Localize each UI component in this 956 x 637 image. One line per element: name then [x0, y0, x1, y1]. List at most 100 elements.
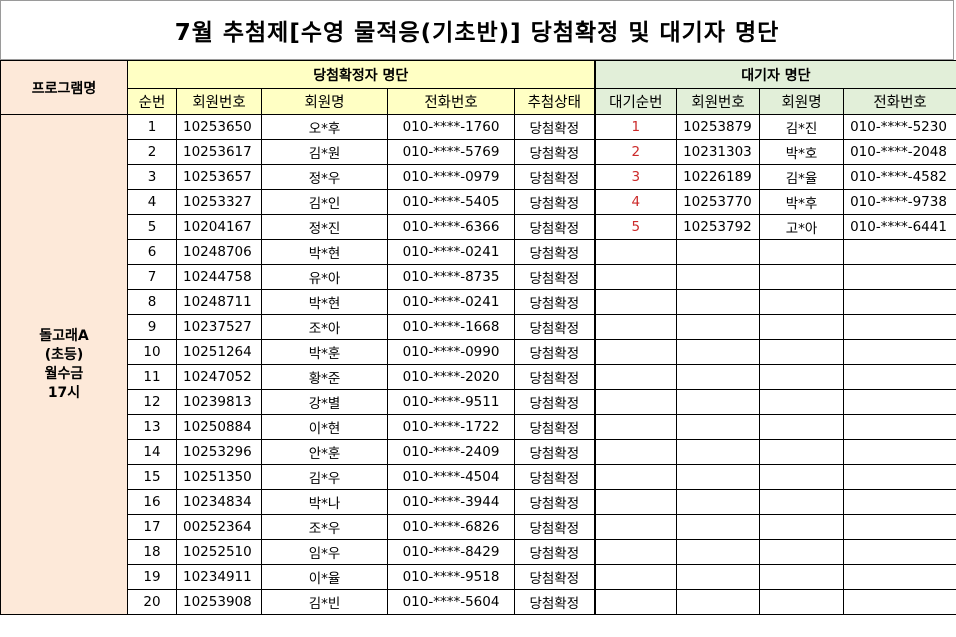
winner-no-cell[interactable]: 20 — [127, 589, 177, 615]
winner-status-cell[interactable]: 당첨확정 — [513, 564, 596, 590]
sheet-title[interactable]: 7월 추첨제[수영 물적응(기초반)] 당첨확정 및 대기자 명단 — [0, 0, 954, 60]
wait-name-cell[interactable] — [759, 264, 845, 290]
winner-name-cell[interactable]: 이*율 — [261, 564, 388, 590]
winner-name-cell[interactable]: 정*진 — [261, 214, 388, 240]
winner-member-id-cell[interactable]: 10239813 — [176, 389, 262, 415]
winner-member-id-cell[interactable]: 10248706 — [176, 239, 262, 265]
winner-phone-cell[interactable]: 010-****-1722 — [387, 414, 515, 440]
wait-name-cell[interactable]: 김*율 — [759, 164, 845, 190]
winner-no-cell[interactable]: 16 — [127, 489, 177, 515]
wait-member-id-cell[interactable] — [676, 289, 761, 315]
winner-member-id-cell[interactable]: 10253657 — [176, 164, 262, 190]
winner-no-cell[interactable]: 19 — [127, 564, 177, 590]
winner-no-cell[interactable]: 8 — [127, 289, 177, 315]
wait-name-cell[interactable]: 박*호 — [759, 139, 845, 165]
winner-no-cell[interactable]: 4 — [127, 189, 177, 215]
wait-no-cell[interactable]: 5 — [593, 214, 678, 240]
winner-name-cell[interactable]: 박*나 — [261, 489, 388, 515]
wait-no-cell[interactable]: 1 — [593, 114, 678, 140]
winner-name-cell[interactable]: 조*아 — [261, 314, 388, 340]
header-col-wait-phone[interactable]: 전화번호 — [843, 88, 956, 115]
winner-status-cell[interactable]: 당첨확정 — [513, 589, 596, 615]
winner-member-id-cell[interactable]: 10248711 — [176, 289, 262, 315]
wait-member-id-cell[interactable]: 10231303 — [676, 139, 761, 165]
winner-status-cell[interactable]: 당첨확정 — [513, 139, 596, 165]
winner-name-cell[interactable]: 안*훈 — [261, 439, 388, 465]
winner-phone-cell[interactable]: 010-****-8735 — [387, 264, 515, 290]
winner-member-id-cell[interactable]: 10251350 — [176, 464, 262, 490]
header-col-wait-member-id[interactable]: 회원번호 — [676, 88, 761, 115]
winner-status-cell[interactable]: 당첨확정 — [513, 114, 596, 140]
header-col-wait-name[interactable]: 회원명 — [759, 88, 845, 115]
wait-name-cell[interactable] — [759, 489, 845, 515]
wait-name-cell[interactable] — [759, 339, 845, 365]
wait-name-cell[interactable] — [759, 564, 845, 590]
wait-name-cell[interactable]: 박*후 — [759, 189, 845, 215]
wait-member-id-cell[interactable] — [676, 339, 761, 365]
winner-member-id-cell[interactable]: 10204167 — [176, 214, 262, 240]
winner-phone-cell[interactable]: 010-****-8429 — [387, 539, 515, 565]
winner-phone-cell[interactable]: 010-****-1760 — [387, 114, 515, 140]
wait-name-cell[interactable]: 김*진 — [759, 114, 845, 140]
winner-phone-cell[interactable]: 010-****-0241 — [387, 239, 515, 265]
header-winners-group[interactable]: 당첨확정자 명단 — [126, 60, 596, 89]
header-col-winner-no[interactable]: 순번 — [127, 88, 177, 115]
wait-name-cell[interactable]: 고*아 — [759, 214, 845, 240]
winner-status-cell[interactable]: 당첨확정 — [513, 164, 596, 190]
wait-phone-cell[interactable] — [843, 314, 956, 340]
wait-phone-cell[interactable]: 010-****-5230 — [843, 114, 956, 140]
winner-name-cell[interactable]: 강*별 — [261, 389, 388, 415]
wait-phone-cell[interactable] — [843, 564, 956, 590]
wait-phone-cell[interactable]: 010-****-2048 — [843, 139, 956, 165]
wait-no-cell[interactable] — [593, 589, 678, 615]
winner-name-cell[interactable]: 김*원 — [261, 139, 388, 165]
wait-no-cell[interactable] — [593, 264, 678, 290]
header-col-winner-phone[interactable]: 전화번호 — [387, 88, 515, 115]
winner-status-cell[interactable]: 당첨확정 — [513, 314, 596, 340]
wait-member-id-cell[interactable] — [676, 414, 761, 440]
wait-no-cell[interactable] — [593, 464, 678, 490]
wait-phone-cell[interactable] — [843, 264, 956, 290]
winner-no-cell[interactable]: 13 — [127, 414, 177, 440]
header-waitlist-group[interactable]: 대기자 명단 — [593, 60, 956, 89]
wait-phone-cell[interactable] — [843, 464, 956, 490]
wait-name-cell[interactable] — [759, 464, 845, 490]
winner-status-cell[interactable]: 당첨확정 — [513, 339, 596, 365]
wait-phone-cell[interactable] — [843, 514, 956, 540]
wait-member-id-cell[interactable] — [676, 389, 761, 415]
winner-member-id-cell[interactable]: 10244758 — [176, 264, 262, 290]
winner-phone-cell[interactable]: 010-****-5604 — [387, 589, 515, 615]
wait-member-id-cell[interactable]: 10253770 — [676, 189, 761, 215]
winner-status-cell[interactable]: 당첨확정 — [513, 364, 596, 390]
winner-name-cell[interactable]: 조*우 — [261, 514, 388, 540]
winner-phone-cell[interactable]: 010-****-9518 — [387, 564, 515, 590]
header-col-winner-member-id[interactable]: 회원번호 — [176, 88, 262, 115]
wait-name-cell[interactable] — [759, 314, 845, 340]
winner-no-cell[interactable]: 2 — [127, 139, 177, 165]
wait-phone-cell[interactable] — [843, 339, 956, 365]
winner-no-cell[interactable]: 12 — [127, 389, 177, 415]
wait-phone-cell[interactable] — [843, 239, 956, 265]
winner-status-cell[interactable]: 당첨확정 — [513, 539, 596, 565]
winner-no-cell[interactable]: 3 — [127, 164, 177, 190]
winner-no-cell[interactable]: 15 — [127, 464, 177, 490]
wait-no-cell[interactable] — [593, 289, 678, 315]
winner-no-cell[interactable]: 17 — [127, 514, 177, 540]
wait-name-cell[interactable] — [759, 389, 845, 415]
winner-phone-cell[interactable]: 010-****-6826 — [387, 514, 515, 540]
winner-member-id-cell[interactable]: 10251264 — [176, 339, 262, 365]
winner-status-cell[interactable]: 당첨확정 — [513, 489, 596, 515]
wait-no-cell[interactable]: 3 — [593, 164, 678, 190]
winner-phone-cell[interactable]: 010-****-2020 — [387, 364, 515, 390]
winner-status-cell[interactable]: 당첨확정 — [513, 264, 596, 290]
winner-member-id-cell[interactable]: 10253327 — [176, 189, 262, 215]
winner-name-cell[interactable]: 정*우 — [261, 164, 388, 190]
wait-name-cell[interactable] — [759, 439, 845, 465]
wait-name-cell[interactable] — [759, 589, 845, 615]
winner-member-id-cell[interactable]: 10234834 — [176, 489, 262, 515]
wait-phone-cell[interactable] — [843, 289, 956, 315]
header-col-winner-status[interactable]: 추첨상태 — [513, 88, 596, 115]
wait-name-cell[interactable] — [759, 289, 845, 315]
winner-name-cell[interactable]: 박*훈 — [261, 339, 388, 365]
winner-member-id-cell[interactable]: 10247052 — [176, 364, 262, 390]
